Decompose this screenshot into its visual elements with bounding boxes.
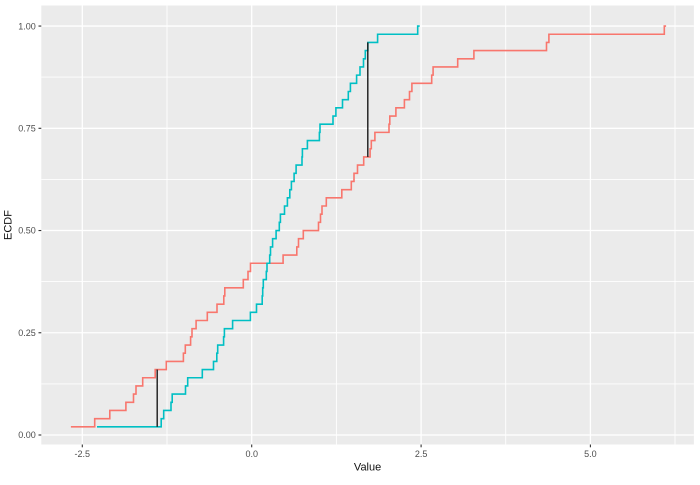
svg-text:0.75: 0.75	[18, 124, 36, 134]
svg-text:0.25: 0.25	[18, 328, 36, 338]
svg-text:5.0: 5.0	[584, 449, 597, 459]
svg-text:0.00: 0.00	[18, 430, 36, 440]
svg-text:-2.5: -2.5	[75, 449, 91, 459]
svg-text:ECDF: ECDF	[3, 210, 15, 240]
svg-text:0.0: 0.0	[245, 449, 258, 459]
svg-text:Value: Value	[354, 462, 381, 474]
svg-text:1.00: 1.00	[18, 21, 36, 31]
svg-text:2.5: 2.5	[415, 449, 428, 459]
svg-text:0.50: 0.50	[18, 226, 36, 236]
